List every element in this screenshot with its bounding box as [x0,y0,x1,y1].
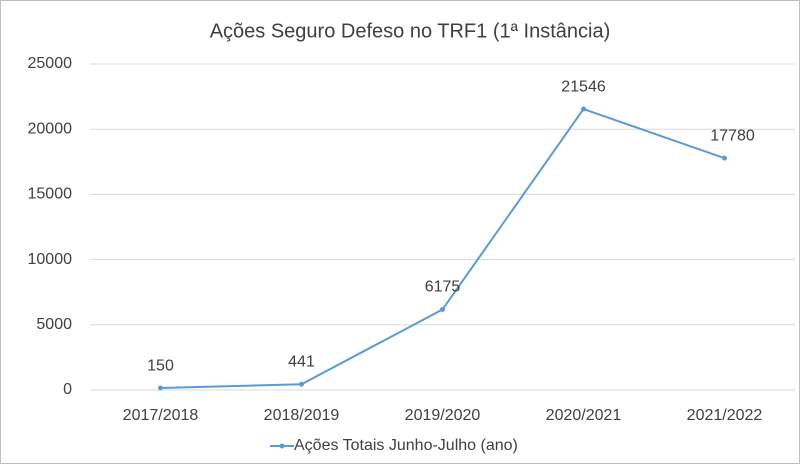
y-tick-label: 20000 [28,120,73,137]
legend-label: Ações Totais Junho-Julho (ano) [294,437,518,454]
data-label: 21546 [561,78,606,95]
y-tick-label: 15000 [28,186,73,203]
y-tick-label: 5000 [36,316,72,333]
data-label: 17780 [710,127,755,144]
marker [581,106,586,112]
y-tick-label: 25000 [28,55,73,72]
chart-title: Ações Seguro Defeso no TRF1 (1ª Instânci… [210,20,611,42]
y-tick-label: 10000 [28,251,73,268]
data-label: 441 [288,353,315,370]
marker [299,381,304,387]
x-tick-label: 2018/2019 [264,407,340,424]
x-tick-label: 2017/2018 [123,407,199,424]
x-tick-label: 2019/2020 [405,407,481,424]
marker [440,306,445,312]
data-label: 6175 [425,279,461,296]
legend-marker [279,443,285,449]
marker [722,155,727,161]
marker [158,385,163,391]
x-tick-label: 2021/2022 [687,407,763,424]
x-tick-label: 2020/2021 [546,407,622,424]
y-tick-label: 0 [63,381,72,398]
data-label: 150 [147,357,174,374]
